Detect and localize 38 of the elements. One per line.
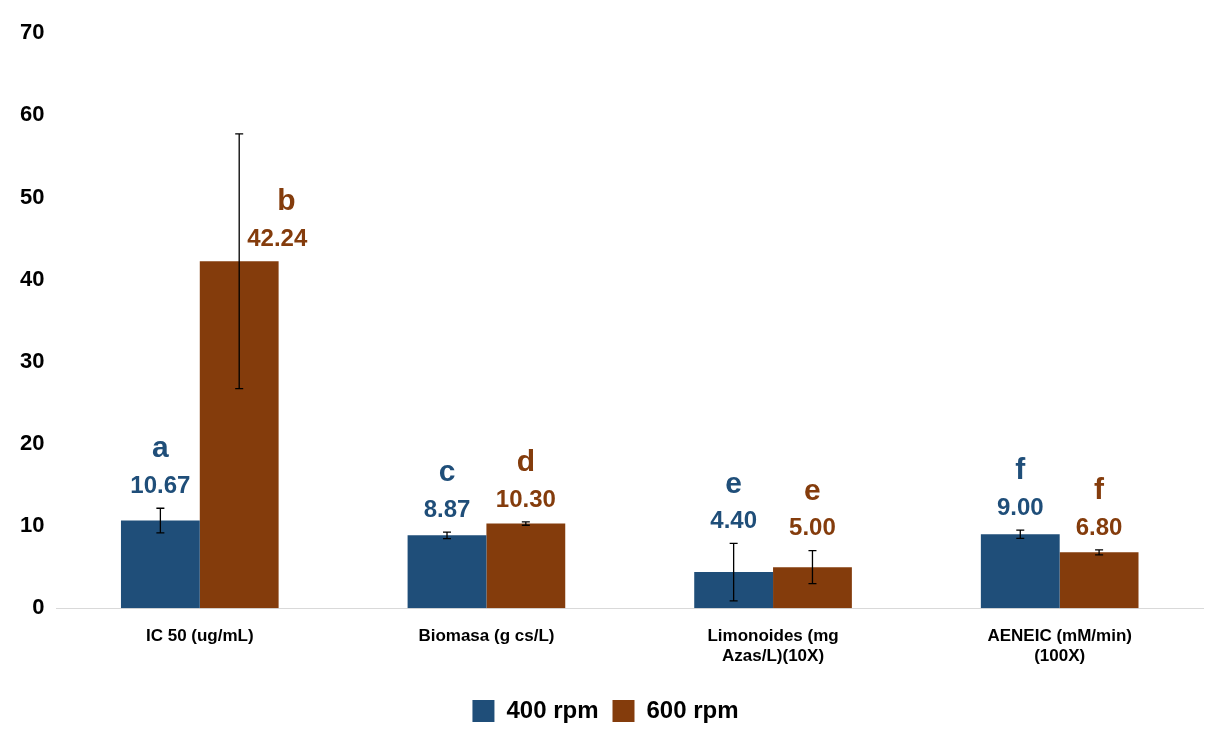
data-label: 4.40 <box>710 505 757 533</box>
annotation: d <box>516 444 535 478</box>
y-tick-label: 20 <box>19 429 45 455</box>
x-tick-label: Limonoides (mg Azas/L)(10X) <box>707 626 839 666</box>
y-tick-label: 30 <box>19 347 45 373</box>
data-label: 10.30 <box>495 484 556 512</box>
bar <box>980 534 1060 609</box>
annotation: f <box>1094 472 1106 506</box>
annotation: e <box>725 465 742 499</box>
y-tick-label: 0 <box>32 594 45 620</box>
data-label: 5.00 <box>789 513 836 541</box>
legend-label: 600 rpm <box>646 695 739 723</box>
annotation: a <box>152 430 170 464</box>
y-tick-label: 60 <box>19 101 45 127</box>
annotation: e <box>804 472 821 506</box>
bar <box>486 523 566 609</box>
y-tick-label: 70 <box>19 19 45 45</box>
bar <box>120 520 200 609</box>
data-label: 8.87 <box>423 494 471 522</box>
data-label: 10.67 <box>130 470 191 498</box>
x-tick-label: AENEIC (mM/min) (100X) <box>987 626 1132 666</box>
y-tick-label: 10 <box>19 512 45 538</box>
bar <box>1059 552 1139 609</box>
data-label: 9.00 <box>996 492 1044 520</box>
bar <box>199 261 279 609</box>
data-label: 6.80 <box>1075 512 1123 540</box>
x-tick-label: IC 50 (ug/mL) <box>145 626 254 646</box>
data-label: 42.24 <box>247 223 308 251</box>
y-tick-label: 40 <box>19 265 45 291</box>
x-tick-label: Biomasa (g cs/L) <box>418 626 555 646</box>
bar <box>694 572 774 609</box>
annotation: b <box>277 183 296 217</box>
annotation: f <box>1015 452 1027 486</box>
bar <box>407 535 487 609</box>
bar <box>773 567 852 609</box>
y-tick-label: 50 <box>19 183 45 209</box>
legend-label: 400 rpm <box>506 695 599 723</box>
annotation: c <box>438 454 456 488</box>
